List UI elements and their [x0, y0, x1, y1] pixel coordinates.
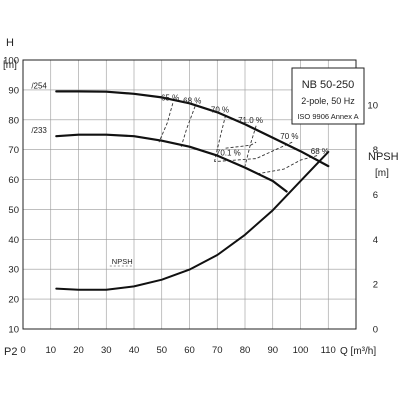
left-axis-unit: [m]	[3, 60, 17, 71]
title-box: NB 50-250 2-pole, 50 Hz ISO 9906 Annex A	[291, 67, 365, 125]
left-tick-label: 80	[8, 115, 19, 126]
efficiency-label: 68 %	[183, 96, 201, 105]
right-axis-unit: [m]	[375, 168, 389, 179]
right-tick-label: 10	[367, 100, 378, 111]
efficiency-label: 65 %	[161, 93, 179, 102]
right-tick-label: 6	[373, 190, 378, 201]
right-tick-label: 0	[373, 325, 378, 336]
efficiency-line	[225, 141, 257, 149]
head-curve-label: /254	[31, 81, 47, 90]
title-line-3: ISO 9906 Annex A	[297, 112, 358, 121]
right-tick-label: 2	[373, 280, 378, 291]
p2-label: P2	[4, 346, 17, 358]
curves	[55, 90, 330, 291]
npsh-curve-label: NPSH	[112, 257, 133, 266]
right-axis-label: NPSH	[368, 151, 399, 163]
x-tick-label: 80	[240, 345, 251, 356]
efficiency-line	[158, 103, 174, 143]
x-tick-label: 40	[129, 345, 140, 356]
title-line-2: 2-pole, 50 Hz	[301, 96, 355, 106]
right-tick-label: 4	[373, 235, 378, 246]
left-tick-label: 40	[8, 235, 19, 246]
efficiency-label: 68 %	[311, 147, 329, 156]
left-tick-label: 70	[8, 145, 19, 156]
left-tick-label: 100	[3, 56, 19, 67]
x-tick-label: 90	[267, 345, 278, 356]
efficiency-label: 70.1 %	[216, 149, 241, 158]
right-tick-label: 8	[373, 145, 378, 156]
plot-frame	[22, 59, 357, 330]
x-tick-label: 60	[184, 345, 195, 356]
left-axis-label: H	[6, 37, 14, 49]
left-tick-label: 10	[8, 325, 19, 336]
curve-labels: /254/233 NPSH 65 % 68 % 70 % 71.0 % 70 % 68 % 70…	[31, 81, 329, 267]
plot-border	[22, 59, 357, 330]
efficiency-line	[244, 125, 257, 167]
efficiency-label: 70 %	[280, 132, 298, 141]
x-tick-label: 20	[73, 345, 84, 356]
efficiency-line	[258, 155, 318, 175]
x-axis-label: Q [m³/h]	[340, 346, 376, 357]
left-tick-label: 20	[8, 295, 19, 306]
efficiency-lines	[158, 103, 318, 175]
x-tick-label: 30	[101, 345, 112, 356]
efficiency-line	[214, 115, 227, 162]
x-tick-label: 100	[293, 345, 309, 356]
left-tick-label: 60	[8, 175, 19, 186]
x-tick-label: 70	[212, 345, 223, 356]
head-curve-label: /233	[31, 126, 47, 135]
left-tick-label: 90	[8, 85, 19, 96]
efficiency-line	[180, 106, 196, 147]
head-curve	[55, 133, 288, 193]
efficiency-label: 71.0 %	[238, 116, 263, 125]
x-tick-label: 110	[321, 345, 336, 356]
title-line-1: NB 50-250	[302, 79, 355, 91]
title-box-frame	[291, 67, 365, 125]
efficiency-label: 70 %	[211, 105, 229, 114]
npsh-curve	[55, 150, 330, 291]
x-tick-label: 10	[45, 345, 56, 356]
left-tick-label: 30	[8, 265, 19, 276]
x-tick-label: 0	[20, 345, 25, 356]
x-tick-label: 50	[156, 345, 167, 356]
efficiency-line	[214, 141, 293, 163]
head-curve	[55, 90, 330, 168]
left-tick-label: 50	[8, 205, 19, 216]
